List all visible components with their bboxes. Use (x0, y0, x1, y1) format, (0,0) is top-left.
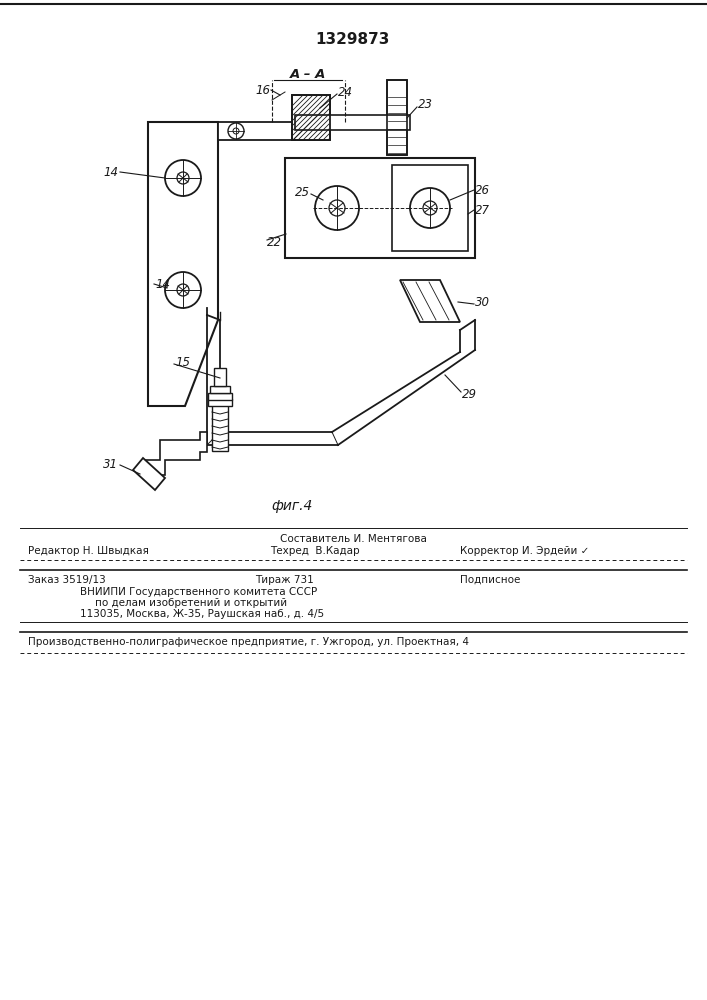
Text: 30: 30 (475, 296, 490, 308)
Text: 25: 25 (295, 186, 310, 198)
Circle shape (177, 172, 189, 184)
Text: Заказ 3519/13: Заказ 3519/13 (28, 575, 106, 585)
Bar (212, 405, 228, 451)
Bar (387, 80, 407, 155)
Text: Тираж 731: Тираж 731 (255, 575, 314, 585)
Polygon shape (400, 280, 460, 322)
Bar (218, 122, 295, 140)
Circle shape (315, 186, 359, 230)
Bar (295, 115, 410, 130)
Text: 27: 27 (475, 204, 490, 217)
Text: 14: 14 (155, 278, 170, 292)
Circle shape (410, 188, 450, 228)
Circle shape (233, 128, 239, 134)
Text: 29: 29 (462, 387, 477, 400)
Polygon shape (148, 122, 218, 406)
Bar (285, 158, 475, 258)
Text: 31: 31 (103, 458, 118, 472)
Text: Техред  В.Кадар: Техред В.Кадар (270, 546, 360, 556)
Text: A – A: A – A (290, 68, 326, 81)
Text: 1329873: 1329873 (316, 32, 390, 47)
Circle shape (165, 160, 201, 196)
Bar (392, 165, 468, 251)
Circle shape (177, 284, 189, 296)
Text: ВНИИПИ Государственного комитета СССР: ВНИИПИ Государственного комитета СССР (80, 587, 317, 597)
Text: 22: 22 (267, 235, 282, 248)
Text: 14: 14 (103, 165, 118, 178)
Text: 16: 16 (255, 84, 270, 97)
Text: Подписное: Подписное (460, 575, 520, 585)
Text: 26: 26 (475, 184, 490, 196)
Bar (208, 399, 232, 406)
Text: 24: 24 (338, 86, 353, 99)
Text: Составитель И. Ментягова: Составитель И. Ментягова (279, 534, 426, 544)
Circle shape (329, 200, 345, 216)
Text: Редактор Н. Швыдкая: Редактор Н. Швыдкая (28, 546, 149, 556)
Circle shape (228, 123, 244, 139)
Text: 15: 15 (175, 357, 190, 369)
Text: Производственно-полиграфическое предприятие, г. Ужгород, ул. Проектная, 4: Производственно-полиграфическое предприя… (28, 637, 469, 647)
Text: по делам изобретений и открытий: по делам изобретений и открытий (95, 598, 287, 608)
Bar (292, 95, 330, 140)
Bar (292, 95, 330, 140)
Circle shape (423, 201, 437, 215)
Text: фиг.4: фиг.4 (271, 499, 312, 513)
Bar (387, 80, 407, 155)
Bar (214, 368, 226, 386)
Circle shape (165, 272, 201, 308)
Text: 23: 23 (418, 98, 433, 110)
Bar (208, 393, 232, 400)
Bar (210, 386, 230, 393)
Polygon shape (142, 432, 207, 475)
Text: 113035, Москва, Ж-35, Раушская наб., д. 4/5: 113035, Москва, Ж-35, Раушская наб., д. … (80, 609, 324, 619)
Text: Корректор И. Эрдейи ✓: Корректор И. Эрдейи ✓ (460, 546, 590, 556)
Polygon shape (133, 458, 165, 490)
